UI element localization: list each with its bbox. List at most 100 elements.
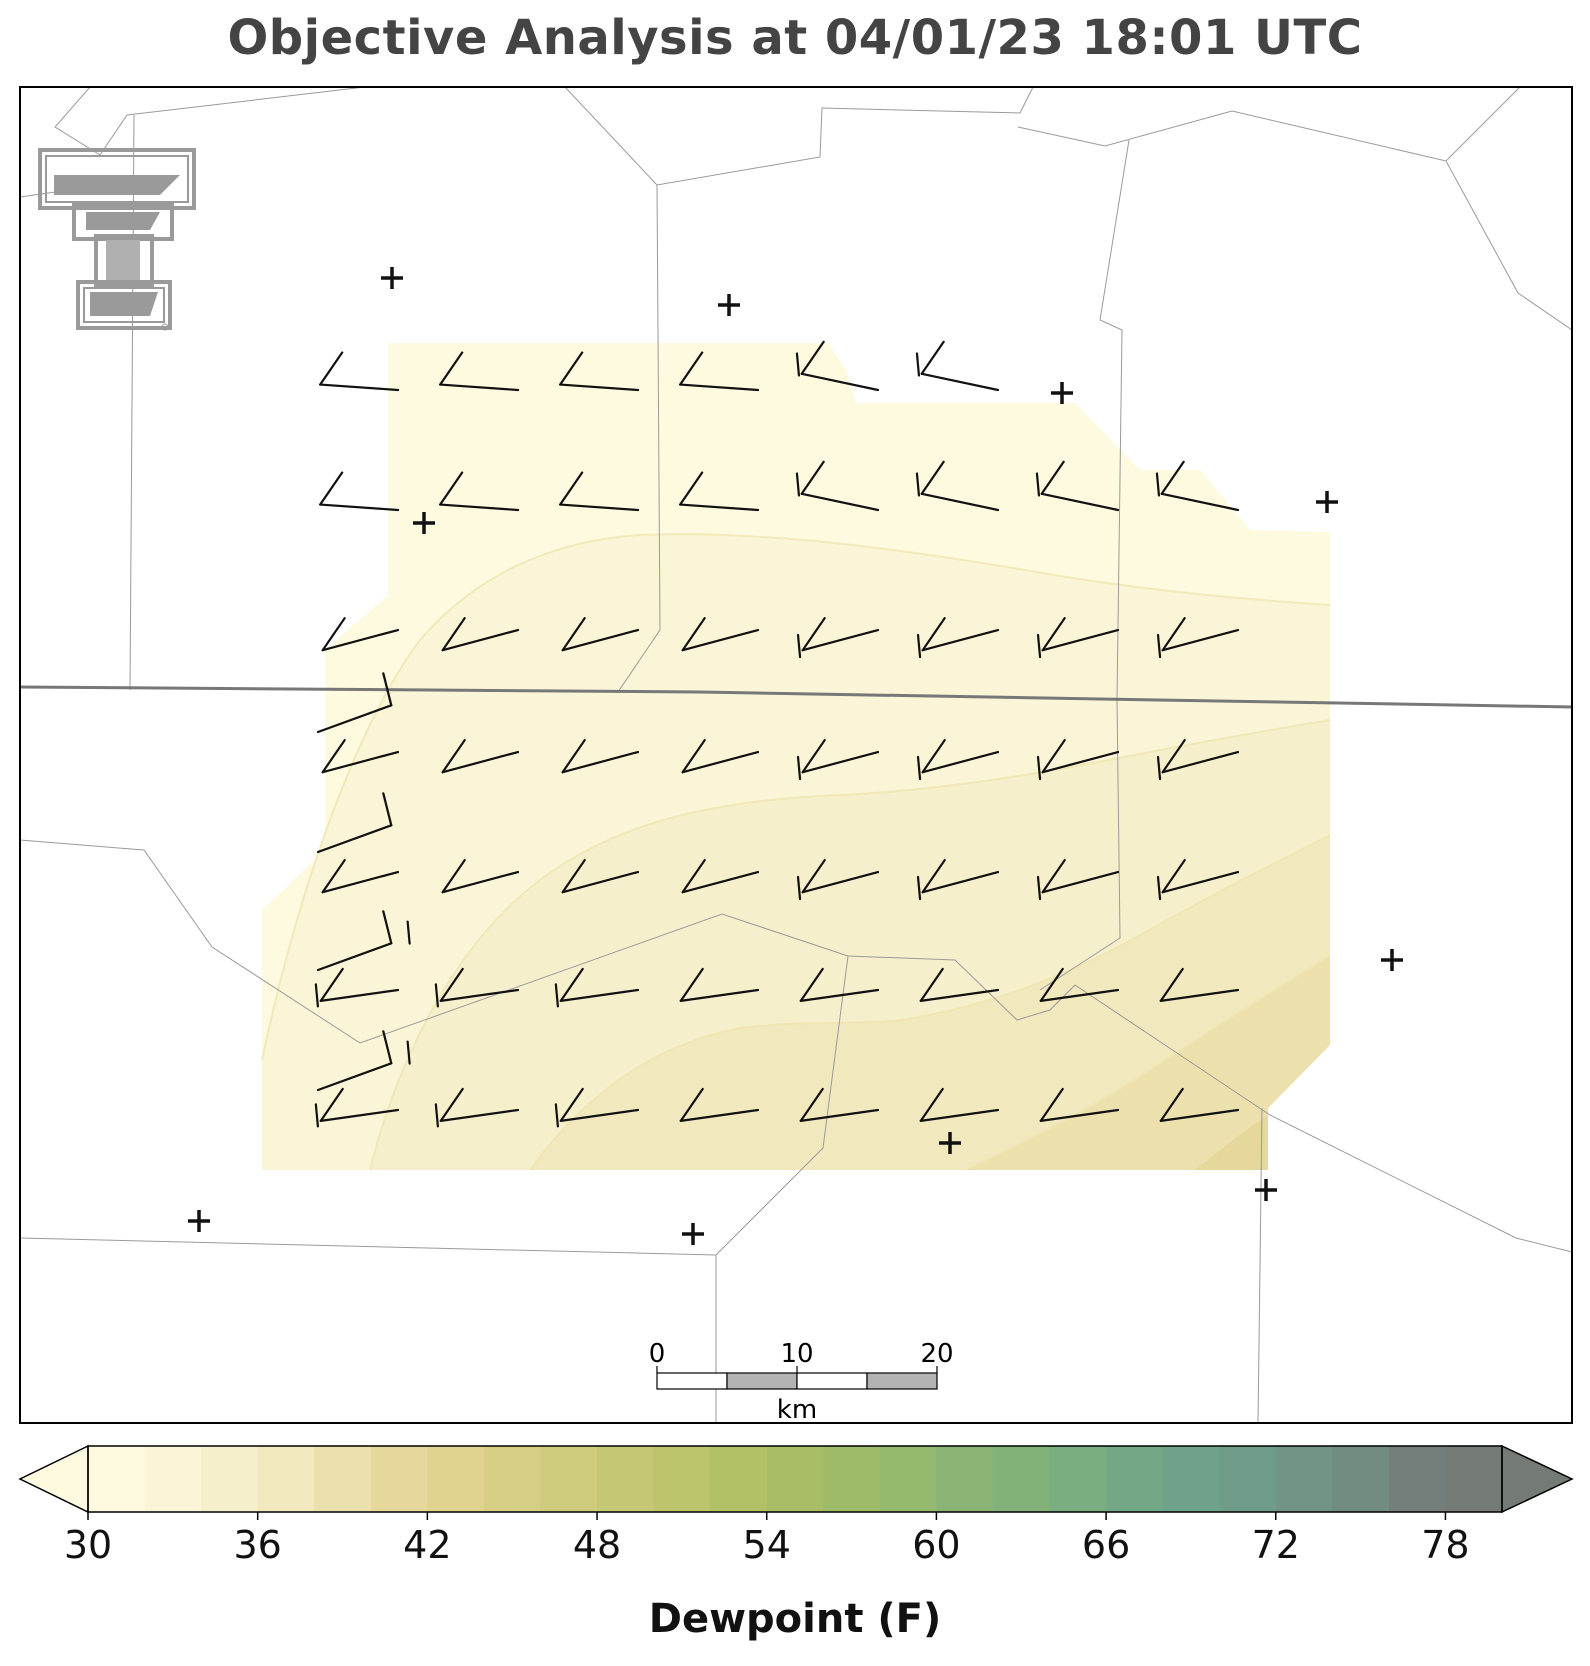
station-marker — [718, 294, 740, 316]
wind-barb — [316, 792, 393, 854]
colorbar-segment — [257, 1446, 315, 1512]
wind-barb — [799, 967, 880, 1002]
wind-barb — [561, 617, 640, 652]
wind-barb — [1039, 1087, 1120, 1122]
scale-label-10: 10 — [780, 1339, 813, 1369]
wind-barb — [1039, 967, 1120, 1002]
wind-barb — [434, 967, 520, 1008]
colorbar-segment — [1162, 1446, 1220, 1512]
scale-label-20: 20 — [920, 1339, 953, 1369]
colorbar-segment — [879, 1446, 937, 1512]
wind-barb — [681, 617, 760, 652]
colorbar-segment — [427, 1446, 485, 1512]
wind-barb — [319, 351, 400, 392]
colorbar-ticks: 30 36 42 48 54 60 66 72 78 — [64, 1512, 1470, 1567]
wind-barb — [441, 617, 520, 652]
state-border — [20, 685, 1572, 709]
colorbar-tick-label: 48 — [573, 1523, 621, 1567]
colorbar-segment — [483, 1446, 542, 1512]
station-marker — [939, 1132, 961, 1154]
wind-barb — [434, 1087, 520, 1128]
wind-barb — [1156, 617, 1240, 659]
colorbar-tick-label: 30 — [64, 1523, 112, 1567]
wind-barb — [561, 739, 640, 774]
dewpoint-band-38 — [965, 955, 1330, 1170]
colorbar-tick-label: 78 — [1421, 1523, 1469, 1567]
wind-barb — [796, 617, 880, 659]
wind-barb — [1156, 859, 1240, 901]
colorbar-segment — [992, 1446, 1051, 1512]
wind-barb — [561, 859, 640, 894]
colorbar-extend-max — [1501, 1444, 1574, 1514]
wind-barb — [559, 471, 640, 512]
scale-bar: 0 10 20 km — [649, 1339, 954, 1425]
wind-barb — [796, 739, 880, 781]
wind-barb — [1155, 460, 1240, 512]
colorbar-segment — [1332, 1446, 1390, 1512]
colorbar-tick-label: 66 — [1082, 1523, 1130, 1567]
wind-barb — [1156, 739, 1240, 781]
wind-barb — [554, 1087, 640, 1128]
wind-barb — [795, 340, 880, 392]
colorbar-extend-min — [18, 1444, 89, 1514]
colorbar-segment — [314, 1446, 372, 1512]
wind-barb — [439, 351, 520, 392]
colorbar-segment — [710, 1446, 768, 1512]
wind-barb — [314, 967, 400, 1008]
colorbar-segment — [766, 1446, 824, 1512]
wind-barb — [1036, 739, 1120, 781]
colorbar-tick-label: 42 — [403, 1523, 451, 1567]
wind-barb — [316, 910, 411, 972]
wind-barb — [319, 471, 400, 512]
station-marker — [682, 1223, 704, 1245]
wind-barb — [681, 859, 760, 894]
colorbar-segment — [823, 1446, 881, 1512]
colorbar-segment — [1219, 1446, 1277, 1512]
station-marker — [1316, 491, 1338, 513]
wind-barb — [1035, 460, 1120, 512]
colorbar-segment — [1275, 1446, 1333, 1512]
wind-barb — [916, 859, 1000, 901]
colorbar-segment — [88, 1446, 146, 1512]
colorbar-label: Dewpoint (F) — [648, 1596, 942, 1642]
wind-barb — [321, 739, 400, 774]
colorbar-tick-label: 54 — [743, 1523, 791, 1567]
wind-barb — [915, 460, 1000, 512]
wind-barb — [796, 859, 880, 901]
colorbar-segment — [936, 1446, 994, 1512]
station-marker — [1381, 949, 1403, 971]
wind-barb — [799, 1087, 880, 1122]
wind-barb — [314, 1087, 400, 1128]
colorbar-tick-label: 72 — [1252, 1523, 1300, 1567]
dewpoint-band-40 — [1195, 1115, 1268, 1170]
wind-barb — [795, 460, 880, 512]
wind-barb — [679, 471, 760, 512]
colorbar-segment — [653, 1446, 711, 1512]
wind-barb — [681, 739, 760, 774]
wind-barb — [679, 967, 760, 1002]
colorbar-segment — [1388, 1446, 1447, 1512]
colorbar-segment — [540, 1446, 598, 1512]
wind-barb — [316, 672, 393, 734]
station-marker — [1051, 382, 1073, 404]
wind-barb — [316, 1030, 411, 1092]
wind-barb — [916, 617, 1000, 659]
wind-barb — [1159, 1087, 1240, 1122]
wind-barb — [439, 471, 520, 512]
wind-barb — [1036, 859, 1120, 901]
wind-barbs — [314, 340, 1240, 1128]
colorbar-tick-label: 60 — [912, 1523, 960, 1567]
station-marker — [381, 267, 403, 289]
wind-barb — [554, 967, 640, 1008]
wind-barb — [919, 1087, 1000, 1122]
map-title: Objective Analysis at 04/01/23 18:01 UTC — [227, 10, 1363, 66]
colorbar-segments — [18, 1444, 1574, 1514]
colorbar-segment — [597, 1446, 655, 1512]
scale-unit: km — [777, 1395, 817, 1425]
wind-barb — [679, 1087, 760, 1122]
map-frame — [19, 86, 1573, 1424]
wind-barb — [916, 739, 1000, 781]
wind-barb — [441, 859, 520, 894]
wind-barb — [679, 351, 760, 392]
colorbar-segment — [1106, 1446, 1164, 1512]
